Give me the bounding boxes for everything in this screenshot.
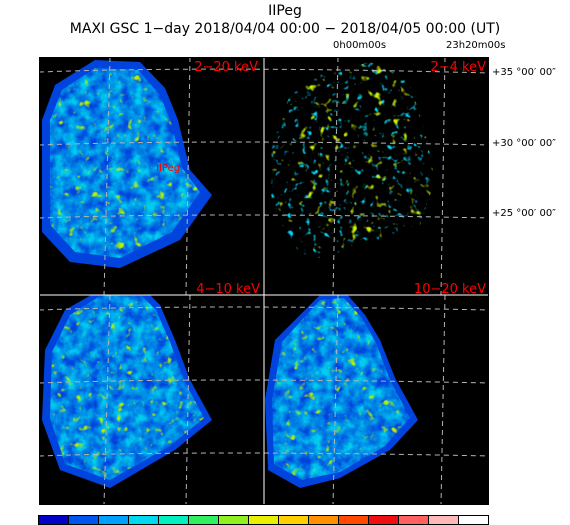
dec-tick-marks — [484, 71, 489, 219]
colorbar-segment-3 — [129, 516, 159, 524]
ra-label-23h20m: 23h20m00s — [446, 40, 506, 51]
colorbar-segment-8 — [279, 516, 309, 524]
source-marker-label: IIPeg — [156, 163, 180, 174]
panel-label-10-20kev: 10−20 keV — [414, 282, 486, 297]
panel-4-10kev-map — [42, 295, 212, 488]
object-title: IIPeg — [268, 3, 302, 19]
colorbar-segment-6 — [219, 516, 249, 524]
observation-subtitle: MAXI GSC 1−day 2018/04/04 00:00 − 2018/0… — [69, 21, 501, 37]
colorbar-segment-14 — [459, 516, 488, 524]
panel-2-4kev-map — [270, 62, 435, 262]
colorbar-segment-1 — [69, 516, 99, 524]
panel-10-20kev-map — [265, 295, 418, 488]
panel-dividers — [40, 58, 488, 504]
colorbar-segment-0 — [39, 516, 69, 524]
dec-label-25: +25 °00′ 00″ — [492, 208, 556, 219]
coordinate-grid — [38, 56, 490, 506]
colorbar-segment-12 — [399, 516, 429, 524]
colorbar-segment-13 — [429, 516, 459, 524]
colorbar-segment-5 — [189, 516, 219, 524]
colorbar-segment-9 — [309, 516, 339, 524]
intensity-colorbar — [38, 515, 489, 525]
dec-label-35: +35 °00′ 00″ — [492, 67, 556, 78]
colorbar-segment-11 — [369, 516, 399, 524]
panel-label-2-4kev: 2−4 keV — [430, 60, 486, 75]
dec-label-30: +30 °00′ 00″ — [492, 138, 556, 149]
colorbar-segment-10 — [339, 516, 369, 524]
colorbar-segment-7 — [249, 516, 279, 524]
panel-label-2-20kev: 2−20 keV — [194, 60, 258, 75]
panel-2-20kev-map — [42, 60, 212, 268]
colorbar-segment-2 — [99, 516, 129, 524]
ra-label-0h: 0h00m00s — [333, 40, 387, 51]
colorbar-segment-4 — [159, 516, 189, 524]
panel-label-4-10kev: 4−10 keV — [196, 282, 260, 297]
